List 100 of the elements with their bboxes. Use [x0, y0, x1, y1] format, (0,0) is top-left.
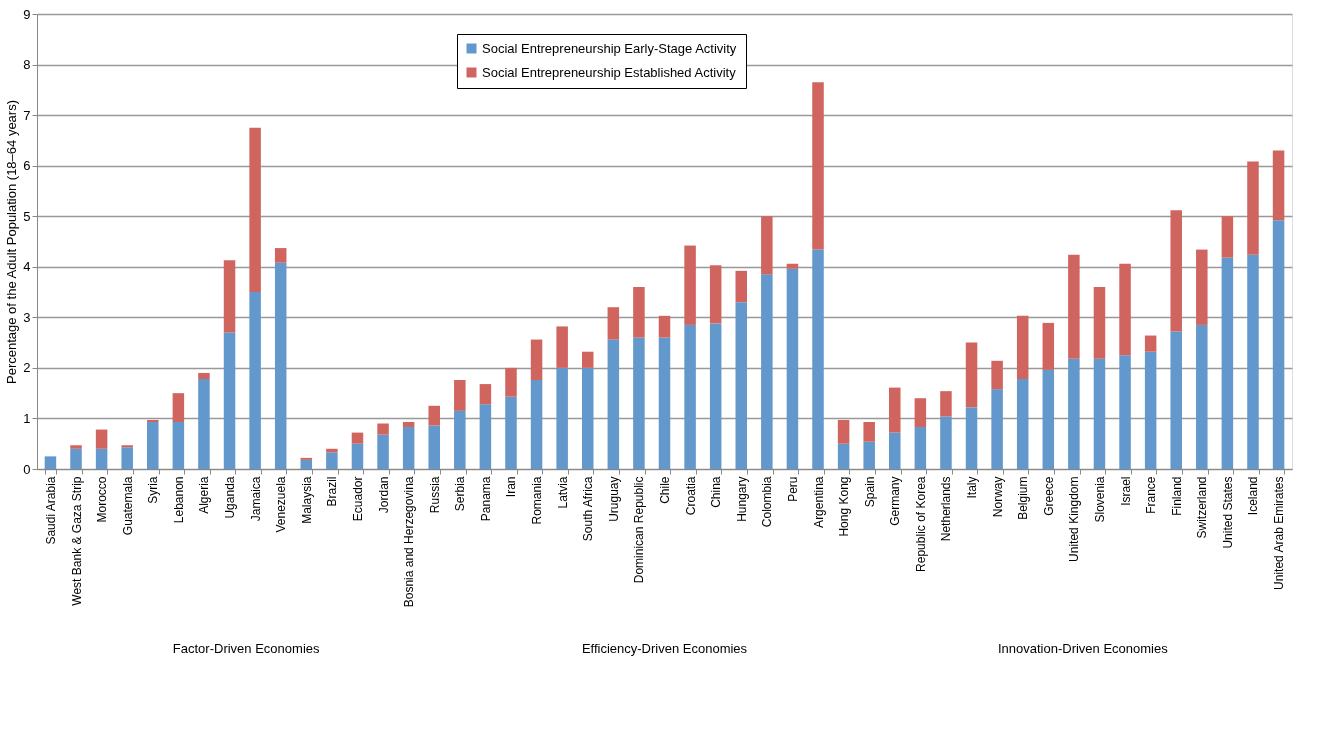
bar: [274, 248, 287, 263]
bar: [44, 456, 57, 469]
bar: [709, 265, 722, 324]
x-tick-label: Croatia: [683, 476, 698, 516]
bar: [300, 459, 313, 469]
x-tick-label: West Bank & Gaza Strip: [69, 476, 84, 606]
bar: [198, 379, 210, 469]
bar: [965, 407, 978, 469]
x-tick-label: Panama: [478, 476, 493, 522]
bar: [581, 367, 594, 469]
x-tick-label: Dominican Republic: [632, 476, 647, 584]
bar: [121, 447, 133, 469]
x-tick-label: South Africa: [581, 476, 596, 542]
x-tick-label: Malaysia: [299, 476, 314, 524]
bar: [1119, 355, 1131, 469]
x-tick-label: Hong Kong: [837, 476, 852, 537]
bar: [402, 427, 415, 469]
bar: [505, 367, 517, 397]
x-tick-label: Brazil: [325, 476, 340, 507]
bar: [1170, 331, 1182, 469]
bar: [735, 270, 748, 303]
bar: [556, 367, 568, 469]
x-tick-label: United States: [1220, 476, 1235, 549]
x-tick-label: Republic of Korea: [913, 476, 928, 572]
bar: [479, 384, 492, 405]
y-tick-label: 8: [23, 57, 31, 73]
bar: [1016, 379, 1029, 469]
bar: [223, 332, 236, 469]
bar: [914, 427, 927, 469]
bar: [684, 324, 696, 469]
bar: [991, 389, 1003, 469]
bar: [1144, 351, 1157, 469]
x-tick-label: Iran: [504, 476, 519, 498]
bar: [940, 416, 952, 469]
bar: [121, 445, 133, 448]
bar: [1196, 249, 1208, 325]
y-axis-title: Percentage of the Adult Population (18–64 years): [4, 99, 20, 385]
legend-label: Social Entrepreneurship Early-Stage Activity: [482, 40, 737, 56]
bar: [147, 419, 159, 422]
x-tick-label: Norway: [990, 476, 1005, 518]
x-tick-label: Slovenia: [1092, 476, 1107, 523]
x-tick-label: Switzerland: [1195, 476, 1210, 539]
bar: [633, 337, 645, 469]
legend-label: Social Entrepreneurship Established Activity: [482, 64, 737, 80]
x-tick-label: Ecuador: [350, 476, 365, 522]
bar: [837, 419, 850, 444]
bar: [1093, 287, 1106, 359]
bar: [786, 268, 799, 469]
bar: [530, 339, 543, 381]
bar: [812, 249, 824, 469]
bar: [1221, 257, 1234, 469]
bar: [658, 337, 671, 469]
bar: [581, 351, 594, 368]
y-tick-label: 9: [23, 6, 31, 22]
bar: [863, 421, 875, 442]
bar: [607, 307, 620, 340]
text: Efficiency-Driven Economies: [581, 641, 748, 656]
bar: [1144, 335, 1157, 352]
x-tick-label: Algeria: [197, 476, 212, 514]
bar: [1272, 220, 1285, 469]
bar: [607, 339, 620, 469]
x-tick-label: Italy: [965, 476, 980, 499]
bar: [147, 421, 159, 469]
bar: [428, 405, 440, 426]
bar: [428, 425, 440, 469]
bar: [351, 443, 364, 469]
x-tick-label: Guatemala: [120, 476, 135, 536]
x-tick-label: Russia: [427, 476, 442, 514]
bar: [761, 274, 773, 469]
bar: [479, 404, 492, 469]
bar: [505, 396, 517, 469]
bar: [914, 398, 927, 428]
x-tick-label: Belgium: [1016, 476, 1031, 520]
x-tick-label: Germany: [888, 476, 903, 526]
bar: [95, 429, 108, 449]
x-tick-label: Serbia: [453, 476, 468, 512]
bar: [172, 393, 185, 422]
bar: [1196, 324, 1208, 469]
bar: [889, 387, 901, 433]
bar: [1272, 150, 1285, 221]
x-tick-label: Spain: [862, 476, 877, 508]
bar: [530, 380, 543, 469]
x-tick-label: Romania: [530, 476, 545, 525]
x-tick-label: Venezuela: [274, 476, 289, 533]
x-tick-label: Lebanon: [171, 476, 186, 524]
bar: [377, 434, 389, 469]
bar: [1170, 210, 1182, 332]
x-tick-label: Latvia: [555, 476, 570, 509]
bar: [95, 448, 108, 469]
y-tick-label: 3: [23, 309, 31, 325]
x-tick-label: Bosnia and Herzegovina: [402, 476, 417, 608]
x-tick-label: Jordan: [376, 476, 391, 514]
bar: [249, 127, 261, 293]
text: Factor-Driven Economies: [172, 641, 320, 656]
bar: [198, 372, 210, 380]
bar: [812, 82, 824, 250]
bar: [1247, 161, 1259, 255]
bar: [837, 443, 850, 469]
x-tick-label: United Kingdom: [1067, 476, 1082, 562]
bar: [1247, 254, 1259, 469]
